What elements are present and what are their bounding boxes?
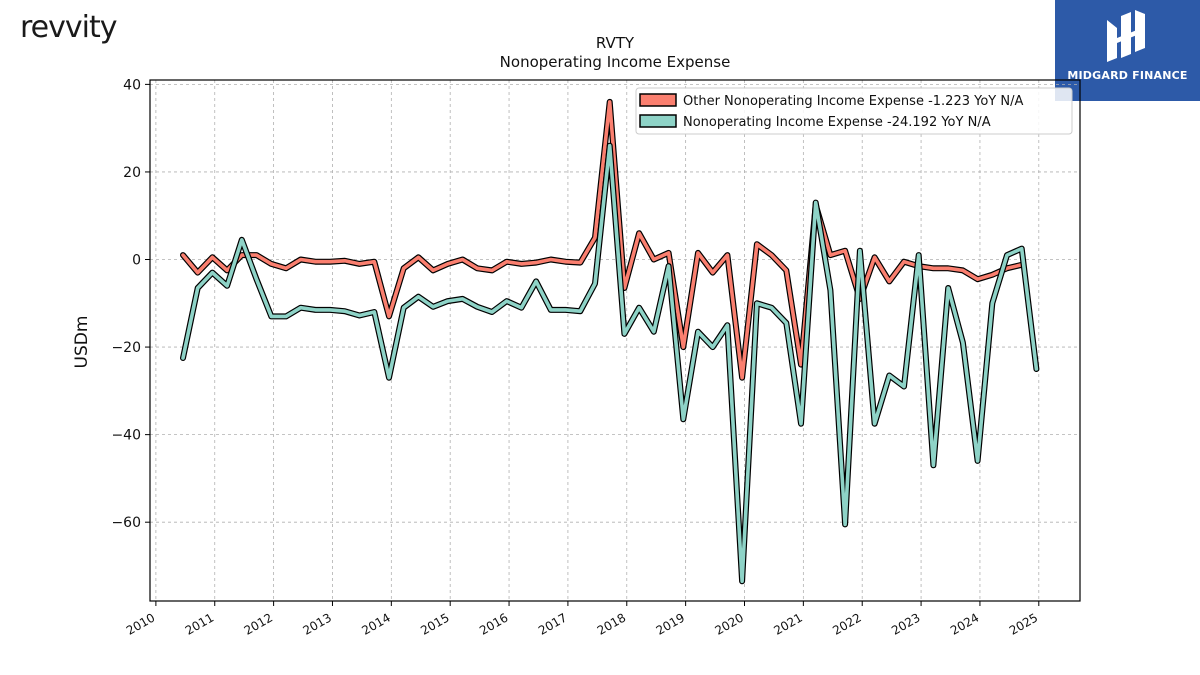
revvity-wordmark: revvity [20, 10, 117, 45]
chart-title: RVTY [596, 34, 635, 52]
x-tick-label: 2021 [771, 610, 804, 637]
y-tick-label: 20 [123, 165, 141, 181]
x-tick-label: 2010 [124, 610, 157, 637]
x-tick-label: 2019 [654, 610, 687, 637]
x-tick-label: 2013 [301, 610, 334, 637]
legend-label: Other Nonoperating Income Expense -1.223… [683, 94, 1023, 109]
y-tick-label: 0 [132, 253, 141, 269]
x-tick-label: 2011 [183, 610, 216, 637]
y-tick-label: −40 [111, 428, 141, 444]
series-line [181, 100, 1024, 380]
x-tick-label: 2020 [713, 610, 746, 637]
x-tick-label: 2017 [536, 610, 569, 637]
series-line-outline [180, 142, 1040, 585]
x-tick-label: 2022 [830, 610, 863, 637]
x-tick-label: 2015 [418, 610, 451, 637]
y-tick-label: −60 [111, 515, 141, 531]
badge-name: MIDGARD FINANCE [1067, 69, 1188, 82]
midgard-finance-badge: MIDGARD FINANCE [1055, 0, 1200, 101]
x-tick-label: 2023 [889, 610, 922, 637]
x-tick-label: 2012 [242, 610, 275, 637]
x-tick-label: 2025 [1007, 610, 1040, 637]
legend-box [635, 87, 1073, 135]
x-tick-label: 2016 [477, 610, 510, 637]
plot-frame [149, 79, 1081, 602]
chart-subtitle: Nonoperating Income Expense [500, 53, 731, 71]
legend-swatch [639, 93, 677, 107]
legend-swatch [639, 114, 677, 128]
y-tick-label: 40 [123, 77, 141, 93]
x-tick-label: 2018 [595, 610, 628, 637]
x-tick-label: 2024 [948, 610, 981, 637]
midgard-logo-icon [1107, 10, 1145, 62]
y-axis-label: USDm [72, 316, 92, 369]
series-line [181, 143, 1039, 584]
y-tick-label: −20 [111, 340, 141, 356]
legend-label: Nonoperating Income Expense -24.192 YoY … [683, 115, 991, 130]
x-tick-label: 2014 [359, 610, 392, 637]
